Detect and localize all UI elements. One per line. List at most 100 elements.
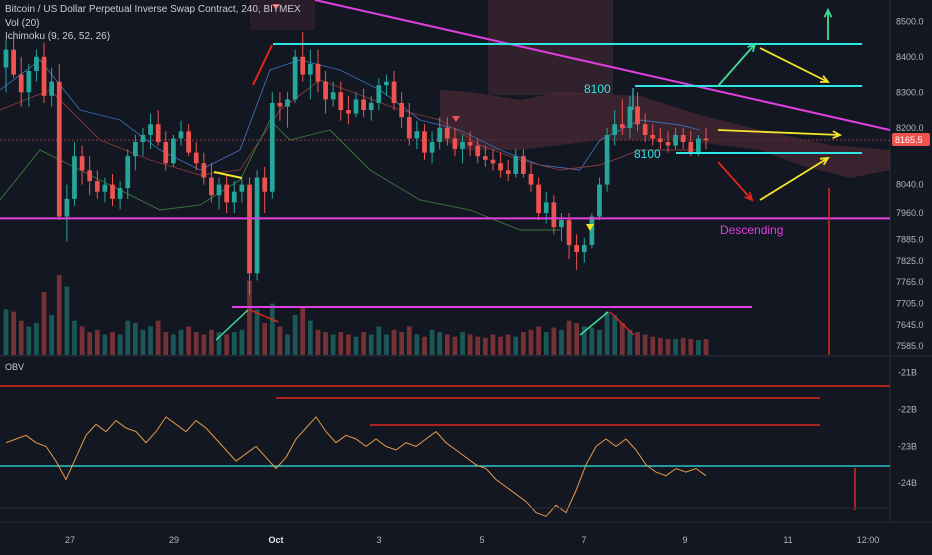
candle-body xyxy=(475,145,481,157)
obv-tick-label: -21B xyxy=(898,368,917,378)
price-tick-label: 7885.0 xyxy=(896,235,924,245)
arrow-yellow-up-head xyxy=(819,75,830,83)
volume-bar xyxy=(589,327,595,355)
candle-body xyxy=(528,173,534,185)
candle-body xyxy=(307,63,313,75)
ichimoku-cloud xyxy=(440,90,890,178)
volume-bar xyxy=(391,329,397,355)
candle-body xyxy=(376,85,382,103)
candle-body xyxy=(79,156,85,171)
volume-bar xyxy=(117,334,123,355)
volume-bar xyxy=(125,320,131,355)
volume-bar xyxy=(346,334,351,355)
candle-body xyxy=(536,184,541,213)
volume-bar xyxy=(452,336,458,355)
volume-bar xyxy=(551,327,557,355)
candle-body xyxy=(132,142,138,157)
volume-bar xyxy=(148,326,153,355)
volume-bar xyxy=(353,336,359,355)
candle-body xyxy=(3,49,9,68)
candle-body xyxy=(429,142,435,153)
obv-tick-label: -24B xyxy=(898,478,917,488)
candle-body xyxy=(467,142,473,146)
arrow-yellow-up xyxy=(759,47,829,83)
volume-bar xyxy=(300,307,306,355)
volume-swing-red xyxy=(249,309,279,323)
volume-indicator-label[interactable]: Vol (20) xyxy=(5,18,40,29)
candle-body xyxy=(315,63,321,82)
candle-body xyxy=(680,134,686,142)
candle-body xyxy=(140,134,146,142)
candle-body xyxy=(56,81,62,217)
volume-bar xyxy=(18,320,24,355)
volume-bar xyxy=(559,329,564,355)
candle-body xyxy=(521,156,526,174)
volume-bar xyxy=(338,332,344,355)
candle-body xyxy=(619,124,625,128)
volume-bar xyxy=(56,275,62,355)
volume-bar xyxy=(482,337,488,355)
candle-body xyxy=(41,56,47,96)
candle-body xyxy=(673,134,678,146)
volume-bar xyxy=(49,315,55,355)
candle-body xyxy=(353,99,359,114)
descending-annotation: Descending xyxy=(720,223,784,237)
ichimoku-conversion-line xyxy=(0,59,701,171)
candle-body xyxy=(703,138,709,141)
candle-body xyxy=(498,163,503,171)
volume-bar xyxy=(216,332,222,355)
arrow-green-up-head xyxy=(747,42,757,52)
volume-bar xyxy=(703,339,709,355)
candle-body xyxy=(171,138,176,164)
volume-bar xyxy=(528,329,534,355)
volume-bar xyxy=(163,332,169,355)
volume-bar xyxy=(498,336,503,355)
candle-body xyxy=(148,124,153,135)
price-tick-label: 8040.0 xyxy=(896,180,924,190)
volume-bar xyxy=(444,334,450,355)
time-tick-label: 5 xyxy=(479,535,484,545)
ichimoku-indicator-label[interactable]: Ichimoku (9, 26, 52, 26) xyxy=(5,31,111,42)
candle-body xyxy=(635,106,640,125)
volume-bar xyxy=(110,332,115,355)
volume-bar xyxy=(254,309,260,355)
descending-trendline xyxy=(314,0,891,131)
volume-bar xyxy=(627,329,633,355)
candle-body xyxy=(437,127,443,142)
volume-bar xyxy=(657,337,663,355)
volume-bar xyxy=(224,334,230,355)
candle-body xyxy=(49,81,55,96)
volume-bar xyxy=(323,332,328,355)
candle-body xyxy=(117,188,123,199)
volume-bar xyxy=(171,334,176,355)
candle-body xyxy=(368,102,374,111)
volume-bar xyxy=(361,332,366,355)
volume-bar xyxy=(277,326,283,355)
price-tick-label: 7645.0 xyxy=(896,320,924,330)
volume-bar xyxy=(467,334,473,355)
obv-pane-label[interactable]: OBV xyxy=(5,362,25,372)
volume-bar xyxy=(11,311,16,355)
arrow-red-down xyxy=(717,161,753,201)
time-tick-label: 3 xyxy=(376,535,381,545)
price-tick-label: 7825.0 xyxy=(896,256,924,266)
volume-bar xyxy=(3,309,9,355)
candle-body xyxy=(18,74,24,93)
candle-body xyxy=(346,110,351,114)
candle-body xyxy=(422,131,427,153)
candle-body xyxy=(642,124,648,135)
price-tick-label: 7960.0 xyxy=(896,208,924,218)
arrow-red-down-head xyxy=(744,192,754,202)
arrow-yellow-flat-head xyxy=(832,130,843,140)
candle-body xyxy=(384,81,389,86)
candle-body xyxy=(231,191,237,203)
volume-bar xyxy=(34,323,39,355)
candle-body xyxy=(589,216,595,245)
candle-body xyxy=(414,131,420,139)
volume-bar xyxy=(178,329,184,355)
volume-bar xyxy=(437,332,443,355)
volume-bar xyxy=(505,334,511,355)
candle-body xyxy=(482,156,488,160)
volume-bar xyxy=(604,311,610,355)
